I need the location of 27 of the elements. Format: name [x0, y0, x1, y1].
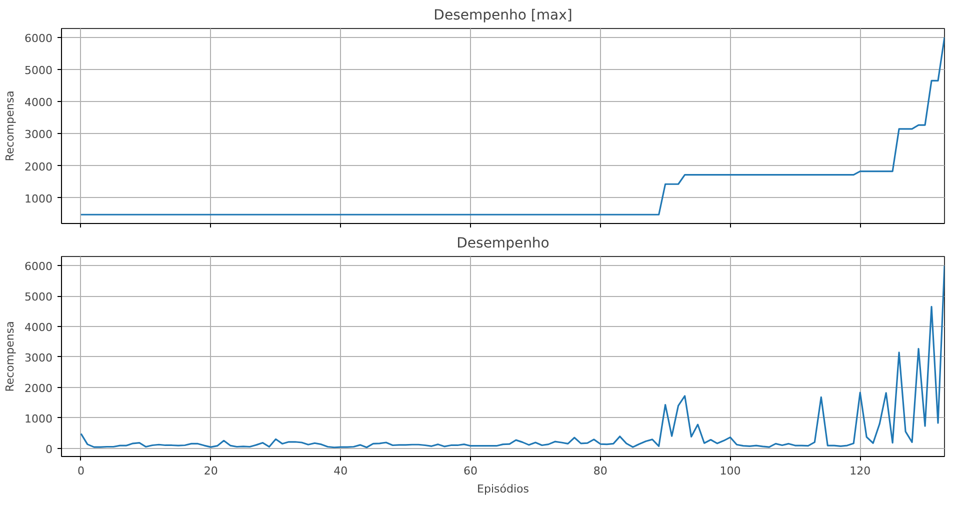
y-tick-label: 6000: [24, 260, 53, 274]
y-tick-label: 2000: [24, 382, 53, 395]
y-tick-label: 0: [46, 442, 52, 456]
y-axis-title: Recompensa: [4, 90, 17, 162]
x-tick-label: 80: [593, 464, 608, 478]
x-tick-label: 20: [204, 464, 218, 478]
y-tick-label: 5000: [24, 290, 53, 304]
y-tick-label: 3000: [24, 351, 53, 364]
chart-title: Desempenho: [456, 236, 550, 252]
line-series: [80, 36, 944, 216]
x-tick-label: 0: [77, 464, 84, 478]
line-series: [80, 264, 944, 448]
x-tick-label: 60: [464, 464, 478, 478]
y-tick-label: 4000: [24, 96, 53, 110]
y-tick-label: 1000: [24, 412, 53, 426]
x-tick-label: 120: [850, 464, 871, 478]
y-tick-label: 3000: [24, 128, 53, 142]
chart-title: Desempenho [max]: [434, 8, 572, 24]
y-axis-title: Recompensa: [4, 321, 17, 392]
y-tick-label: 4000: [24, 321, 53, 334]
y-tick-label: 5000: [24, 64, 53, 77]
y-tick-label: 6000: [24, 32, 53, 45]
y-tick-label: 2000: [24, 160, 53, 174]
y-tick-label: 1000: [24, 192, 53, 206]
x-tick-label: 100: [720, 464, 741, 478]
x-axis-title: Episódios: [477, 482, 530, 496]
x-tick-label: 40: [334, 464, 348, 478]
